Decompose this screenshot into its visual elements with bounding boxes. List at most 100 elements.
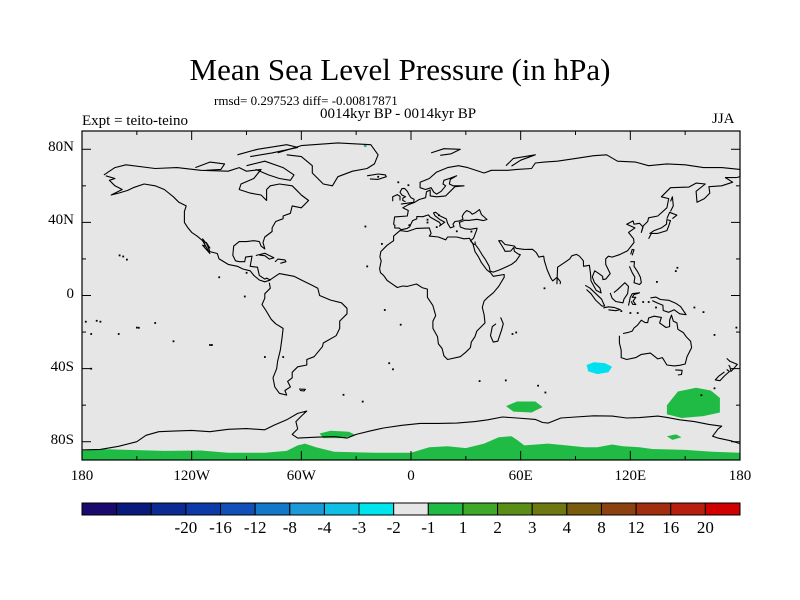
island-10 xyxy=(90,333,93,335)
plot-subtitle: 0014kyr BP - 0014kyr BP xyxy=(320,106,477,122)
anomaly-fills xyxy=(82,144,740,460)
colorbar-swatch xyxy=(323,502,360,516)
island-2 xyxy=(381,243,383,245)
colorbar-label: -2 xyxy=(386,518,401,537)
island-16 xyxy=(211,344,213,346)
colorbar-label: -16 xyxy=(209,518,232,537)
coastline-java xyxy=(603,306,621,312)
coastline-africa xyxy=(379,227,505,361)
coastline-victoria-isl xyxy=(195,161,226,171)
colorbar-swatch xyxy=(462,502,499,516)
colorbar-swatch xyxy=(566,502,602,516)
island-45 xyxy=(377,175,380,178)
island-58 xyxy=(642,301,645,303)
coastline-baffin xyxy=(246,160,295,181)
axis-ticks xyxy=(81,131,741,460)
colorbar-label: -3 xyxy=(351,518,367,537)
island-27 xyxy=(537,384,539,387)
colorbar-swatch xyxy=(289,502,325,516)
colorbar-swatch xyxy=(358,502,395,516)
island-28 xyxy=(544,391,547,394)
island-37 xyxy=(674,270,677,272)
coastline-ellesmere xyxy=(237,144,299,158)
colorbar-label: 8 xyxy=(597,518,606,537)
anomaly-region-ross-sea-small-positive xyxy=(666,434,682,440)
colorbar-swatch xyxy=(635,502,672,516)
anomaly-region-south-indian-ocean-negative xyxy=(586,362,613,375)
coastline-borneo xyxy=(609,282,630,304)
coastline-ireland xyxy=(392,194,401,202)
coastline-new-zealand-s xyxy=(714,369,730,382)
island-18 xyxy=(543,287,546,290)
island-11 xyxy=(735,326,738,329)
colorbar-label: 2 xyxy=(493,518,502,537)
island-21 xyxy=(383,309,386,311)
colorbar-label: 12 xyxy=(627,518,645,537)
island-23 xyxy=(388,362,391,365)
colorbar-swatch xyxy=(393,502,429,516)
coastline-greenland xyxy=(277,142,379,187)
island-53 xyxy=(408,224,411,227)
island-38 xyxy=(676,266,679,269)
x-tick-label: 120E xyxy=(614,468,647,484)
island-3 xyxy=(366,265,369,268)
coastline-sulawesi xyxy=(627,292,641,306)
island-20 xyxy=(515,331,518,334)
plot-title: Mean Sea Level Pressure (in hPa) xyxy=(189,52,611,87)
island-4 xyxy=(282,356,285,358)
island-50 xyxy=(435,226,438,228)
coastline-madagascar xyxy=(489,317,504,343)
coastline-taiwan xyxy=(630,248,635,256)
stats-label: rmsd= 0.297523 diff= -0.00817871 xyxy=(214,93,398,108)
island-55 xyxy=(620,310,623,312)
island-15 xyxy=(243,295,246,298)
island-42 xyxy=(172,340,175,343)
x-tick-label: 60W xyxy=(286,468,316,484)
island-25 xyxy=(478,380,481,382)
x-tick-label: 120W xyxy=(173,468,210,484)
x-tick-label: 180 xyxy=(728,468,752,484)
coastline-antarctica xyxy=(81,410,741,451)
island-35 xyxy=(99,320,102,323)
island-48 xyxy=(426,218,429,221)
coastlines xyxy=(81,142,741,451)
season-label: JJA xyxy=(712,111,735,127)
island-39 xyxy=(122,255,125,258)
coastline-new-zealand-n xyxy=(726,357,738,373)
island-49 xyxy=(426,221,429,224)
coastline-new-guinea xyxy=(650,296,687,316)
y-tick-label: 40S xyxy=(50,358,74,375)
island-1 xyxy=(364,225,367,228)
y-tick-label: 0 xyxy=(66,285,75,302)
island-60 xyxy=(655,306,657,309)
island-29 xyxy=(342,393,345,396)
island-33 xyxy=(84,320,87,323)
island-32 xyxy=(713,387,716,390)
coastline-iceland xyxy=(367,173,387,180)
island-24 xyxy=(392,368,394,371)
colorbar-swatch xyxy=(81,502,118,516)
colorbar-label: -12 xyxy=(243,518,267,537)
island-44 xyxy=(245,271,248,274)
colorbar-swatch xyxy=(427,502,464,516)
colorbar-swatch xyxy=(254,502,291,516)
anomaly-region-southern-ocean-positive-1 xyxy=(666,387,720,418)
island-34 xyxy=(95,319,98,322)
colorbar-label: -1 xyxy=(421,518,436,537)
coastline-australia xyxy=(618,314,693,367)
island-51 xyxy=(455,230,458,233)
x-tick-label: 180 xyxy=(70,468,94,484)
colorbar-swatch xyxy=(670,502,706,516)
colorbar xyxy=(81,502,741,516)
island-9 xyxy=(117,333,120,335)
island-47 xyxy=(397,181,400,184)
x-tick-label: 60E xyxy=(508,468,533,484)
colorbar-swatch xyxy=(220,502,256,516)
coastline-hokkaido xyxy=(666,211,678,220)
island-22 xyxy=(399,323,402,326)
island-43 xyxy=(218,276,221,279)
y-tick-label: 40N xyxy=(48,212,74,229)
colorbar-swatch xyxy=(531,502,568,516)
colorbar-swatch xyxy=(704,502,741,516)
